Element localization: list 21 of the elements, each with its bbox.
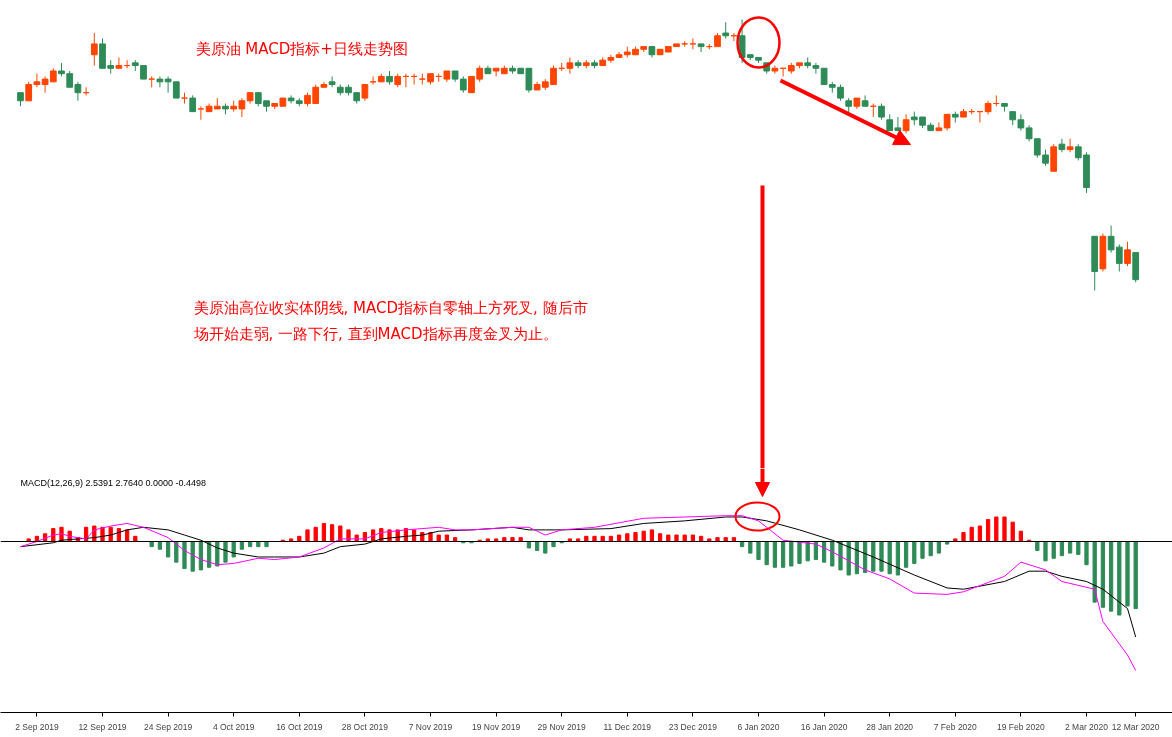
- x-tick-label: 16 Jan 2020: [800, 721, 848, 732]
- text: 美原油 MACD指标+日线走势图: [195, 39, 408, 58]
- x-tick-label: 28 Oct 2019: [341, 721, 389, 732]
- x-tick-label: 23 Dec 2019: [668, 721, 718, 732]
- x-tick-label: 28 Jan 2020: [866, 721, 914, 732]
- x-tick-label: 29 Nov 2019: [537, 721, 587, 732]
- x-tick-label: 12 Mar 2020: [1111, 721, 1160, 732]
- x-tick-label: 6 Jan 2020: [737, 721, 780, 732]
- x-tick-label: 12 Sep 2019: [78, 721, 127, 732]
- x-tick-label: 19 Feb 2020: [997, 721, 1046, 732]
- x-tick-label: 11 Dec 2019: [603, 721, 652, 732]
- chart-title: MACD(12,26,9) 2.5391 2.7640 0.0000 -0.4498: [20, 477, 207, 488]
- x-tick-label: 24 Sep 2019: [143, 721, 193, 732]
- x-tick-label: 2 Mar 2020: [1065, 721, 1109, 732]
- text: 美原油高位收实体阴线, MACD指标自零轴上方死叉, 随后市场开始走弱, 一路下行, 直到MACD指标再度金叉为止。: [192, 298, 588, 343]
- x-tick-label: 19 Nov 2019: [472, 721, 521, 732]
- x-tick-label: 16 Oct 2019: [276, 721, 323, 732]
- x-tick-label: 2 Sep 2019: [15, 721, 59, 732]
- x-tick-label: 4 Oct 2019: [212, 721, 255, 732]
- x-tick-label: 7 Feb 2020: [933, 721, 978, 732]
- x-tick-label: 7 Nov 2019: [408, 721, 453, 732]
